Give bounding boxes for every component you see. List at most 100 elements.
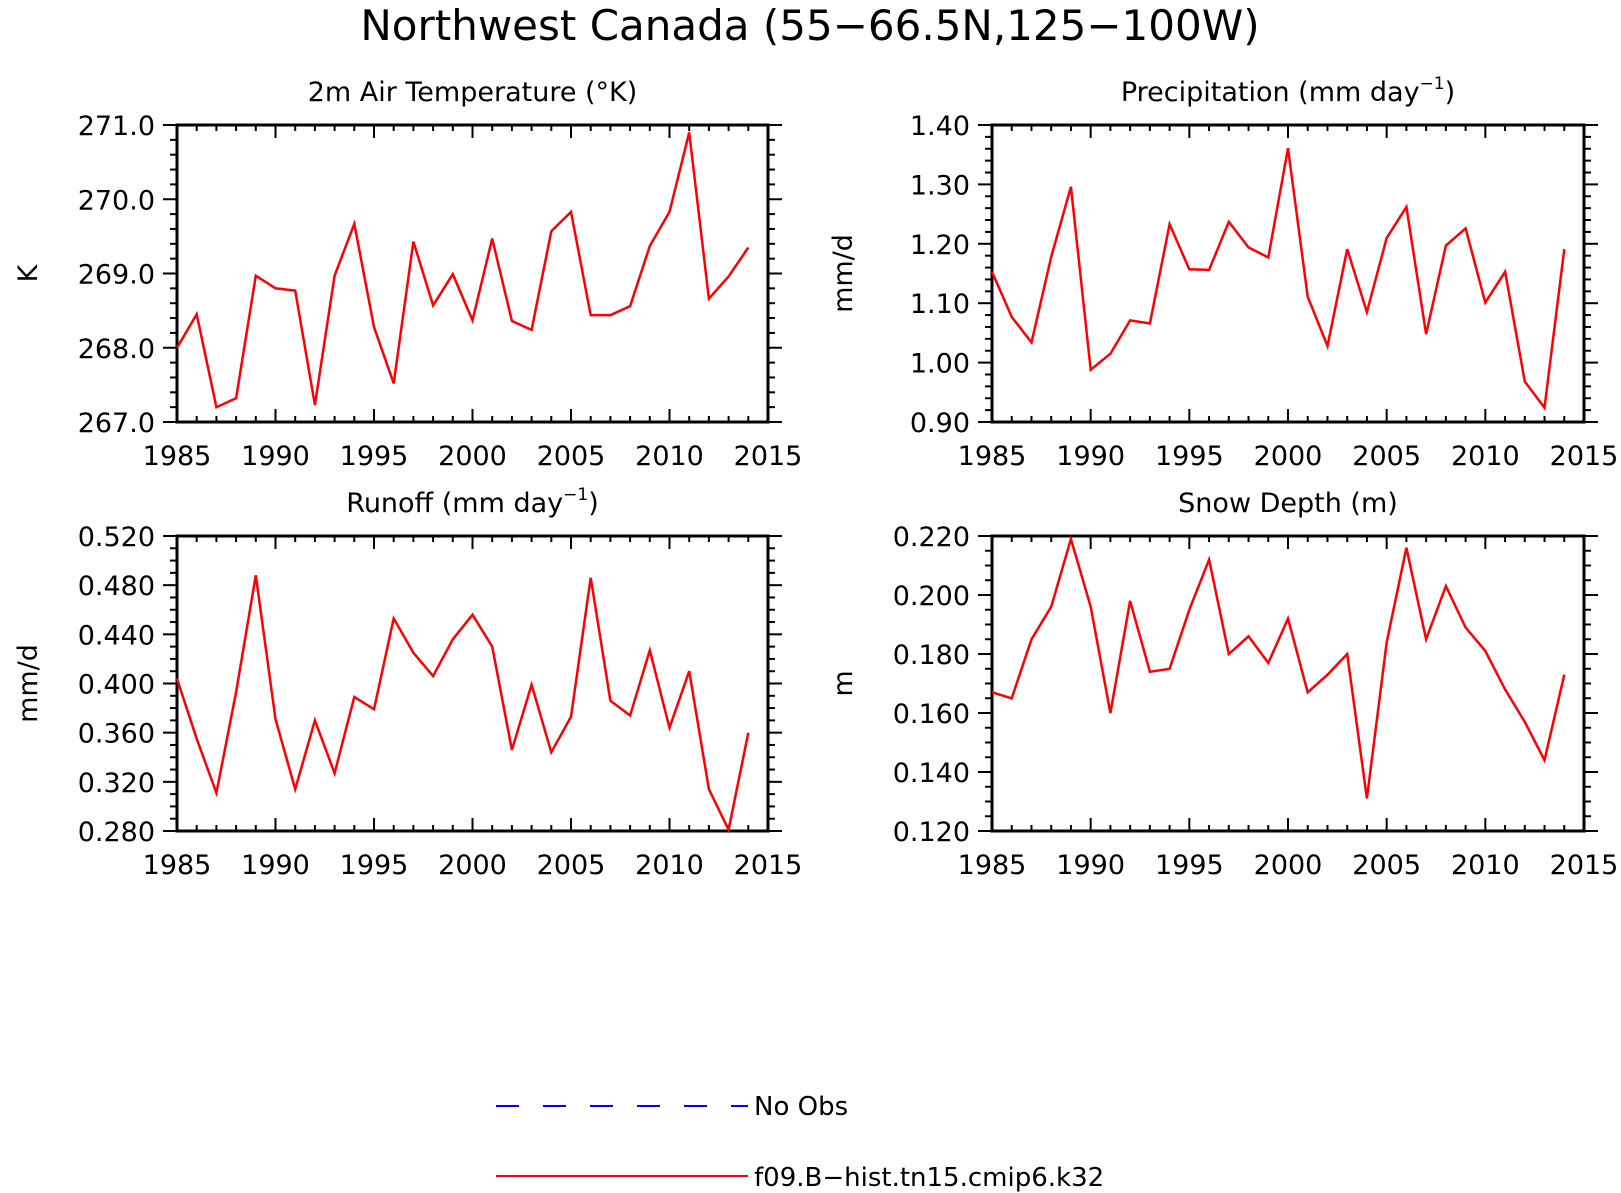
series-line-temperature (175, 132, 750, 409)
panel-title-runoff: Runoff (mm day−1) (346, 485, 598, 519)
data-point (1069, 537, 1073, 541)
data-point (1543, 406, 1547, 410)
data-point (1365, 310, 1369, 314)
data-point (1365, 797, 1369, 801)
x-tick-label: 2005 (1352, 441, 1421, 472)
data-point (1345, 652, 1349, 656)
y-tick-label: 0.90 (910, 408, 970, 439)
x-tick-label: 2005 (537, 441, 606, 472)
x-tick-label: 2010 (1451, 850, 1520, 881)
x-tick-label: 1990 (241, 441, 310, 472)
y-axis-label-precipitation: mm/d (828, 234, 859, 313)
data-point (490, 645, 494, 649)
data-point (1010, 696, 1014, 700)
data-point (313, 718, 317, 722)
x-tick-label: 1995 (1155, 850, 1224, 881)
data-point (628, 714, 632, 718)
data-point (471, 318, 475, 322)
data-point (1483, 301, 1487, 305)
data-point (648, 648, 652, 652)
data-point (628, 304, 632, 308)
data-point (175, 677, 179, 681)
legend-label-model: f09.B−hist.tn15.cmip6.k32 (754, 1163, 1104, 1193)
data-point (195, 312, 199, 316)
data-point (510, 748, 514, 752)
x-tick-label: 2005 (537, 850, 606, 881)
x-tick-label: 2010 (1451, 441, 1520, 472)
data-point (727, 828, 731, 832)
y-tick-label: 0.400 (78, 670, 155, 701)
series-line-precipitation (990, 147, 1566, 411)
y-tick-label: 0.360 (78, 719, 155, 750)
data-point (549, 229, 553, 233)
data-point (431, 674, 435, 678)
data-point (1424, 637, 1428, 641)
data-point (1306, 295, 1310, 299)
data-point (1187, 608, 1191, 612)
x-tick-label: 1995 (1155, 441, 1224, 472)
data-point (1247, 634, 1251, 638)
y-axis-label-runoff: mm/d (13, 644, 44, 723)
data-point (1444, 244, 1448, 248)
panel-title-temperature: 2m Air Temperature (°K) (308, 77, 638, 108)
data-point (648, 244, 652, 248)
y-tick-label: 0.220 (893, 522, 970, 553)
y-tick-label: 1.10 (910, 289, 970, 320)
x-tick-label: 1985 (143, 850, 212, 881)
data-point (1326, 673, 1330, 677)
data-point (1444, 584, 1448, 588)
data-point (1089, 605, 1093, 609)
x-tick-label: 1990 (241, 850, 310, 881)
plot-frame (175, 534, 770, 833)
x-tick-label: 1990 (1056, 850, 1125, 881)
y-tick-label: 0.140 (893, 758, 970, 789)
data-point (1207, 268, 1211, 272)
data-point (1247, 245, 1251, 249)
data-point (1148, 321, 1152, 325)
data-point (1266, 661, 1270, 665)
data-point (746, 246, 750, 250)
y-tick-label: 1.20 (910, 230, 970, 261)
x-tick-label: 2005 (1352, 850, 1421, 881)
data-point (1108, 352, 1112, 356)
data-point (254, 573, 258, 577)
y-tick-label: 1.40 (910, 111, 970, 142)
data-point (1503, 687, 1507, 691)
data-point (293, 787, 297, 791)
legend: No Obs f09.B−hist.tn15.cmip6.k32 (496, 1092, 1104, 1193)
data-point (707, 787, 711, 791)
y-tick-label: 269.0 (78, 260, 155, 291)
data-point (608, 699, 612, 703)
data-point (1010, 315, 1014, 319)
y-tick-label: 1.00 (910, 349, 970, 380)
y-axis-label-temperature: K (13, 263, 44, 282)
data-point (1424, 332, 1428, 336)
data-point (1385, 640, 1389, 644)
y-tick-label: 0.200 (893, 581, 970, 612)
data-point (1049, 605, 1053, 609)
y-tick-label: 0.480 (78, 571, 155, 602)
panel-precipitation: 1985 1990 1995 2000 2005 2010 2015 0.90 1.00 1.10… (828, 74, 1618, 472)
data-point (333, 771, 337, 775)
data-point (1227, 652, 1231, 656)
y-tick-label: 1.30 (910, 170, 970, 201)
y-tick-label: 0.160 (893, 699, 970, 730)
data-point (727, 275, 731, 279)
data-point (352, 695, 356, 699)
plot-frame (990, 534, 1586, 833)
data-point (746, 731, 750, 735)
data-point (1404, 546, 1408, 550)
data-point (1286, 617, 1290, 621)
series-line-runoff (175, 575, 750, 834)
x-tick-label: 1985 (958, 441, 1027, 472)
data-point (1404, 205, 1408, 209)
data-point (707, 297, 711, 301)
x-tick-label: 2015 (1550, 850, 1619, 881)
data-point (1523, 720, 1527, 724)
x-tick-label: 2000 (1254, 850, 1323, 881)
data-point (471, 613, 475, 617)
data-point (1227, 220, 1231, 224)
data-point (668, 210, 672, 214)
y-tick-label: 267.0 (78, 408, 155, 439)
